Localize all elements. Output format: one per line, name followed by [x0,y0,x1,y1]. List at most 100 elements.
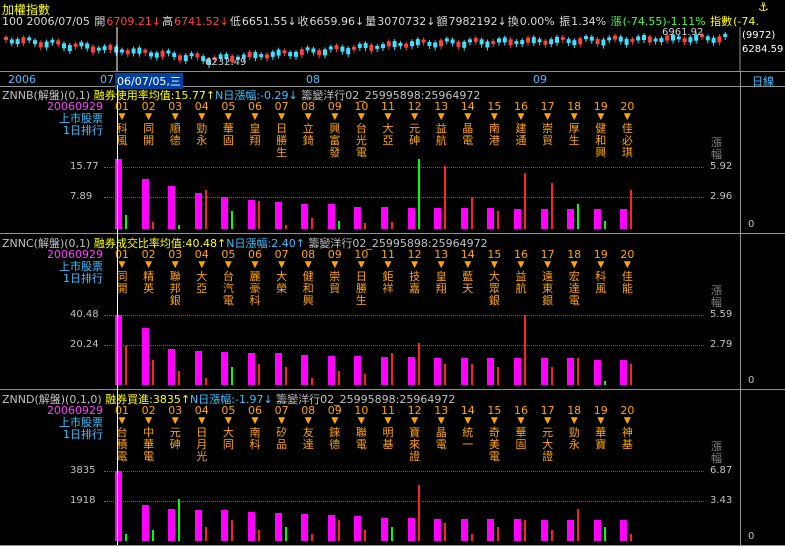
stock-name[interactable]: 華固 [222,122,234,147]
value-bar[interactable] [487,358,495,385]
value-bar[interactable] [115,315,122,385]
stock-name[interactable]: 皇翔 [435,270,447,295]
stock-name[interactable]: 大眾銀 [488,270,500,307]
value-bar[interactable] [168,349,176,385]
stock-name[interactable]: 台光電 [355,122,367,159]
stock-name[interactable]: 同開 [143,122,155,147]
value-bar[interactable] [141,179,149,229]
stock-name[interactable]: 元砷 [409,122,421,147]
stock-name[interactable]: 奇美電 [488,426,500,463]
stock-name[interactable]: 矽品 [276,426,288,451]
stock-name[interactable]: 技嘉 [409,270,421,295]
value-bar[interactable] [248,200,255,229]
stock-name[interactable]: 佳能 [621,270,633,295]
value-bar[interactable] [434,519,442,541]
stock-name[interactable]: 大榮 [276,270,288,295]
value-bar[interactable] [593,520,601,541]
value-bar[interactable] [221,352,229,385]
stock-name[interactable]: 勁永 [568,426,580,451]
value-bar[interactable] [194,510,202,541]
value-bar[interactable] [194,193,202,229]
stock-name[interactable]: 順德 [169,122,181,147]
stock-name[interactable]: 遠東銀 [542,270,554,307]
stock-name[interactable]: 大亞 [382,122,394,147]
value-bar[interactable] [540,520,548,541]
value-bar[interactable] [194,351,202,385]
stock-name[interactable]: 宏達電 [568,270,580,307]
timeline-selected-date[interactable]: 06/07/05,三 [115,73,183,89]
stock-name[interactable]: 統一 [462,426,474,451]
stock-name[interactable]: 錸德 [329,426,341,451]
value-bar[interactable] [407,518,415,541]
stock-name[interactable]: 科風 [116,122,128,147]
period-button[interactable]: 日線 [752,75,774,88]
stock-name[interactable]: 華寶 [595,426,607,451]
value-bar[interactable] [141,328,149,385]
stock-name[interactable]: 晶電 [435,426,447,451]
value-bar[interactable] [327,515,335,541]
value-bar[interactable] [434,358,442,385]
value-bar[interactable] [487,519,495,541]
value-bar[interactable] [327,204,335,229]
value-bar[interactable] [460,519,468,541]
stock-name[interactable]: 益航 [435,122,447,147]
value-bar[interactable] [141,505,149,541]
value-bar[interactable] [354,207,362,229]
value-bar[interactable] [381,357,388,385]
stock-name[interactable]: 元砷 [169,426,181,451]
value-bar[interactable] [274,353,282,385]
value-bar[interactable] [301,204,309,229]
value-bar[interactable] [221,510,229,541]
stock-name[interactable]: 中華電 [143,426,155,463]
stock-name[interactable]: 鉅祥 [382,270,394,295]
stock-name[interactable]: 崇貿 [329,270,341,295]
stock-name[interactable]: 勁永 [196,122,208,147]
stock-name[interactable]: 華固 [515,426,527,451]
value-bar[interactable] [620,209,628,229]
value-bar[interactable] [593,209,601,229]
stock-name[interactable]: 日月光 [196,426,208,463]
stock-name[interactable]: 麗豪科 [249,270,261,307]
stock-name[interactable]: 皇翔 [249,122,261,147]
stock-name[interactable]: 友達 [302,426,314,451]
value-bar[interactable] [487,208,495,229]
stock-name[interactable]: 藍天 [462,270,474,295]
stock-name[interactable]: 崇貿 [542,122,554,147]
stock-name[interactable]: 建通 [515,122,527,147]
value-bar[interactable] [248,512,255,541]
stock-name[interactable]: 精英 [143,270,155,295]
value-bar[interactable] [221,197,229,229]
value-bar[interactable] [593,360,601,385]
stock-name[interactable]: 日勝生 [355,270,367,307]
stock-name[interactable]: 台汽電 [222,270,234,307]
value-bar[interactable] [620,520,628,541]
value-bar[interactable] [460,208,468,229]
stock-name[interactable]: 台積電 [116,426,128,463]
value-bar[interactable] [540,209,548,229]
value-bar[interactable] [514,519,521,541]
value-bar[interactable] [354,356,362,385]
stock-name[interactable]: 同開 [116,270,128,295]
value-bar[interactable] [248,353,255,385]
stock-name[interactable]: 健和興 [595,122,607,159]
stock-name[interactable]: 興富發 [329,122,341,159]
value-bar[interactable] [274,513,282,541]
stock-name[interactable]: 厚生 [568,122,580,147]
value-bar[interactable] [460,358,468,385]
value-bar[interactable] [381,518,388,541]
stock-name[interactable]: 晶電 [462,122,474,147]
stock-name[interactable]: 寶來證 [409,426,421,463]
value-bar[interactable] [354,516,362,541]
value-bar[interactable] [567,358,575,385]
stock-name[interactable]: 立錡 [302,122,314,147]
stock-name[interactable]: 大同 [222,426,234,451]
value-bar[interactable] [434,208,442,229]
value-bar[interactable] [407,357,415,385]
anchor-icon[interactable]: ⚓ [758,0,769,14]
stock-name[interactable]: 神基 [621,426,633,451]
stock-name[interactable]: 科風 [595,270,607,295]
value-bar[interactable] [514,209,521,229]
stock-name[interactable]: 南港 [488,122,500,147]
value-bar[interactable] [301,514,309,541]
stock-name[interactable]: 佳必琪 [621,122,633,159]
